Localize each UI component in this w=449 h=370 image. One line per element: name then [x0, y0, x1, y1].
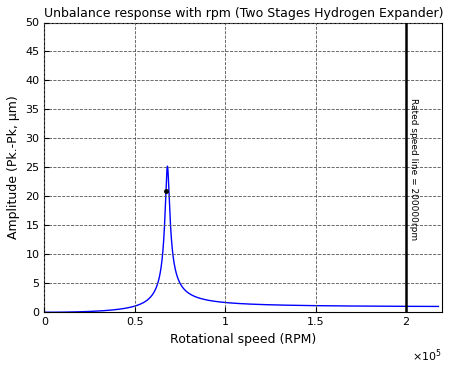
- Text: Rated speed line = 200000rpm: Rated speed line = 200000rpm: [409, 98, 418, 240]
- X-axis label: Rotational speed (RPM): Rotational speed (RPM): [170, 333, 317, 346]
- Title: Unbalance response with rpm (Two Stages Hydrogen Expander): Unbalance response with rpm (Two Stages …: [44, 7, 443, 20]
- Text: $\times\mathregular{10}^{\mathregular{5}}$: $\times\mathregular{10}^{\mathregular{5}…: [412, 347, 442, 364]
- Y-axis label: Amplitude (Pk.-Pk, μm): Amplitude (Pk.-Pk, μm): [7, 95, 20, 239]
